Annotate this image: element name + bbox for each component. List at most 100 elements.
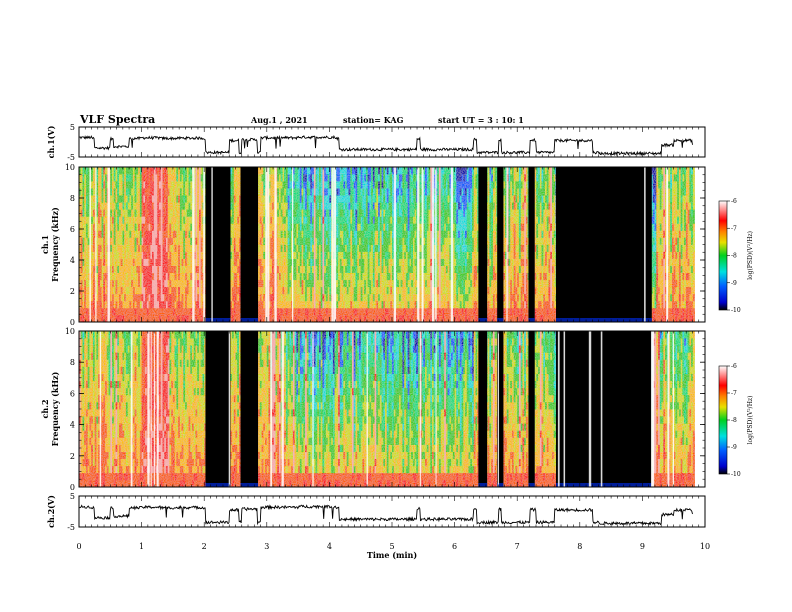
spectrogram-cell [437,251,440,259]
spectrogram-cell [82,230,85,238]
spectrogram-cell [119,272,122,281]
spectrogram-cell [296,258,299,266]
spectrogram-cell [359,251,362,259]
spectrogram-cell [279,174,282,182]
spectrogram-cell [103,279,106,288]
spectrogram-cell [179,223,182,231]
spectrogram-cell [419,315,422,323]
spectrogram-cell [119,286,122,295]
spectrogram-cell [79,272,82,281]
spectrogram-cell [125,174,128,182]
spectrogram-cell [272,315,275,323]
spectrogram-cell [322,244,325,252]
spectrogram-cell [232,300,235,309]
spectrogram-cell [193,286,196,295]
spectrogram-cell [263,181,266,189]
spectrogram-cell [372,223,375,231]
spectrogram-cell [167,195,170,203]
spectrogram-cell [329,258,332,266]
spectrogram-cell [352,315,355,323]
spectrogram-cell [272,307,275,316]
spectrogram-cell [296,216,299,224]
spectrogram-cell [282,272,285,281]
spectrogram-cell [343,258,346,266]
spectrogram-cell [341,209,344,217]
spectrogram-cell [235,286,238,295]
spectrogram-cell [131,265,134,273]
spectrogram-cell [258,286,261,295]
spectrogram-cell [383,300,386,309]
spectrogram-cell [280,195,283,203]
spectrogram-cell [338,286,341,295]
spectrogram-cell [371,230,374,238]
spectrogram-cell [148,181,151,189]
spectrogram-cell [92,272,95,281]
spectrogram-cell [174,223,177,231]
spectrogram-cell [341,258,344,266]
spectrogram-cell [362,237,365,245]
spectrogram-cell [101,202,104,210]
spectrogram-cell [120,181,123,189]
spectrogram-cell [176,174,179,182]
spectrogram-cell [91,315,94,323]
spectrogram-cell [353,181,356,189]
spectrogram-cell [139,237,142,245]
spectrogram-cell [235,272,238,281]
spectrogram-cell [150,167,153,175]
spectrogram-cell [381,237,384,245]
spectrogram-cell [141,237,144,245]
spectrogram-cell [367,265,370,273]
spectrogram-cell [367,167,370,175]
spectrogram-cell [322,293,325,302]
spectrogram-cell [452,195,455,203]
spectrogram-cell [117,230,120,238]
spectrogram-cell [91,202,94,210]
spectrogram-cell [164,195,167,203]
spectrogram-cell [313,315,316,323]
spectrogram-cell [425,244,428,252]
spectrogram-cell [305,279,308,288]
spectrogram-cell [364,237,367,245]
spectrogram-cell [320,265,323,273]
spectrogram-cell [146,258,149,266]
spectrogram-cell [157,195,160,203]
spectrogram-cell [188,272,191,281]
spectrogram-cell [200,237,203,245]
spectrogram-cell [449,181,452,189]
spectrogram-cell [117,209,120,217]
spectrogram-cell [110,279,113,288]
spectrogram-cell [301,293,304,302]
spectrogram-cell [87,307,90,316]
spectrogram-cell [310,174,313,182]
spectrogram-cell [360,265,363,273]
spectrogram-cell [411,174,414,182]
spectrogram-cell [426,293,429,302]
spectrogram-cell [296,251,299,259]
spectrogram-cell [395,167,398,175]
spectrogram-cell [296,279,299,288]
spectrogram-cell [232,293,235,302]
spectrogram-cell [167,209,170,217]
spectrogram-cell [143,167,146,175]
spectrogram-cell [452,307,455,316]
spectrogram-cell [279,216,282,224]
spectrogram-cell [181,216,184,224]
spectrogram-cell [237,272,240,281]
spectrogram-cell [178,307,181,316]
spectrogram-cell [200,209,203,217]
spectrogram-cell [385,307,388,316]
spectrogram-cell [190,230,193,238]
spectrogram-cell [444,300,447,309]
spectrogram-cell [312,195,315,203]
spectrogram-cell [157,209,160,217]
spectrogram-cell [115,195,118,203]
spectrogram-cell [355,251,358,259]
spectrogram-cell [357,216,360,224]
spectrogram-cell [452,244,455,252]
spectrogram-cell [454,174,457,182]
spectrogram-cell [381,216,384,224]
spectrogram-cell [259,237,262,245]
spectrogram-cell [395,279,398,288]
spectrogram-cell [101,244,104,252]
spectrogram-cell [338,293,341,302]
